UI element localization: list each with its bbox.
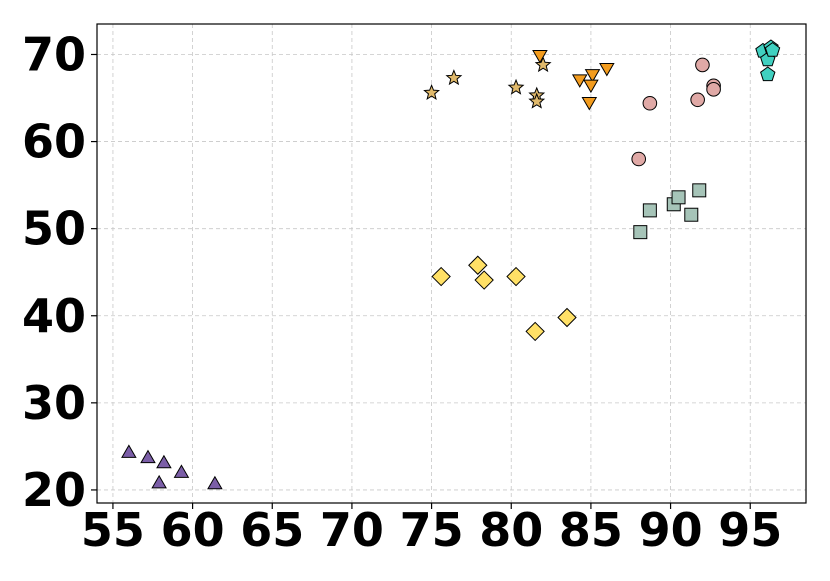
plot-area-frame: [96, 23, 807, 504]
grid-layer: [97, 24, 806, 503]
x-tick-label: 75: [400, 503, 464, 557]
series-triangle-down: [532, 49, 615, 111]
y-tick-label: 50: [22, 202, 86, 256]
x-tick-label: 90: [639, 503, 703, 557]
series-triangle-up: [121, 444, 223, 490]
point-triangle-down: [532, 49, 548, 64]
marks-layer: [121, 39, 781, 490]
point-triangle-down: [581, 97, 598, 111]
y-tick-label: 60: [22, 115, 86, 169]
point-triangle-up: [156, 454, 172, 469]
point-triangle-down: [583, 79, 599, 94]
series-circle: [631, 57, 721, 167]
x-tick-label: 55: [81, 503, 145, 557]
point-circle: [706, 82, 721, 97]
x-tick-label: 65: [240, 503, 304, 557]
series-star: [423, 56, 552, 109]
series-pentagon: [755, 39, 781, 82]
point-circle: [695, 57, 710, 73]
point-triangle-down: [599, 63, 615, 77]
point-triangle-up: [140, 449, 156, 464]
y-tick-label: 40: [22, 289, 86, 343]
point-triangle-down: [571, 74, 588, 88]
point-triangle-up: [121, 444, 137, 458]
point-triangle-down: [584, 69, 601, 83]
point-square: [692, 183, 707, 198]
point-diamond: [468, 255, 488, 275]
y-tick-label: 20: [22, 463, 86, 517]
point-square: [633, 225, 648, 240]
ticks-layer: [91, 53, 751, 509]
x-tick-label: 80: [479, 503, 543, 557]
point-circle: [642, 95, 658, 111]
point-triangle-up: [173, 464, 190, 478]
x-tick-label: 70: [320, 503, 384, 557]
point-diamond: [557, 307, 577, 328]
point-triangle-up: [207, 475, 223, 490]
point-star: [445, 69, 463, 86]
point-diamond: [474, 270, 494, 290]
point-star: [507, 78, 525, 95]
point-square: [684, 207, 699, 222]
y-tick-label: 70: [22, 27, 86, 81]
tick-labels-layer: 55 60 65 70 75 80 85 90 95 20 30 40 50 60 70: [22, 27, 782, 557]
point-circle: [690, 92, 705, 108]
point-diamond: [506, 266, 526, 287]
point-pentagon: [764, 42, 781, 57]
point-star: [528, 92, 546, 109]
x-tick-label: 85: [559, 503, 623, 557]
point-star: [423, 83, 440, 100]
point-square: [642, 203, 657, 218]
point-triangle-up: [151, 474, 167, 489]
series-square: [633, 183, 707, 240]
point-star: [534, 56, 552, 73]
x-tick-label: 95: [718, 503, 782, 557]
point-square: [671, 190, 686, 205]
y-tick-label: 30: [22, 376, 86, 430]
point-diamond: [431, 266, 451, 287]
point-circle: [631, 151, 647, 167]
series-diamond: [431, 255, 577, 342]
point-pentagon: [760, 66, 776, 82]
point-diamond: [525, 321, 545, 342]
x-tick-label: 60: [161, 503, 225, 557]
